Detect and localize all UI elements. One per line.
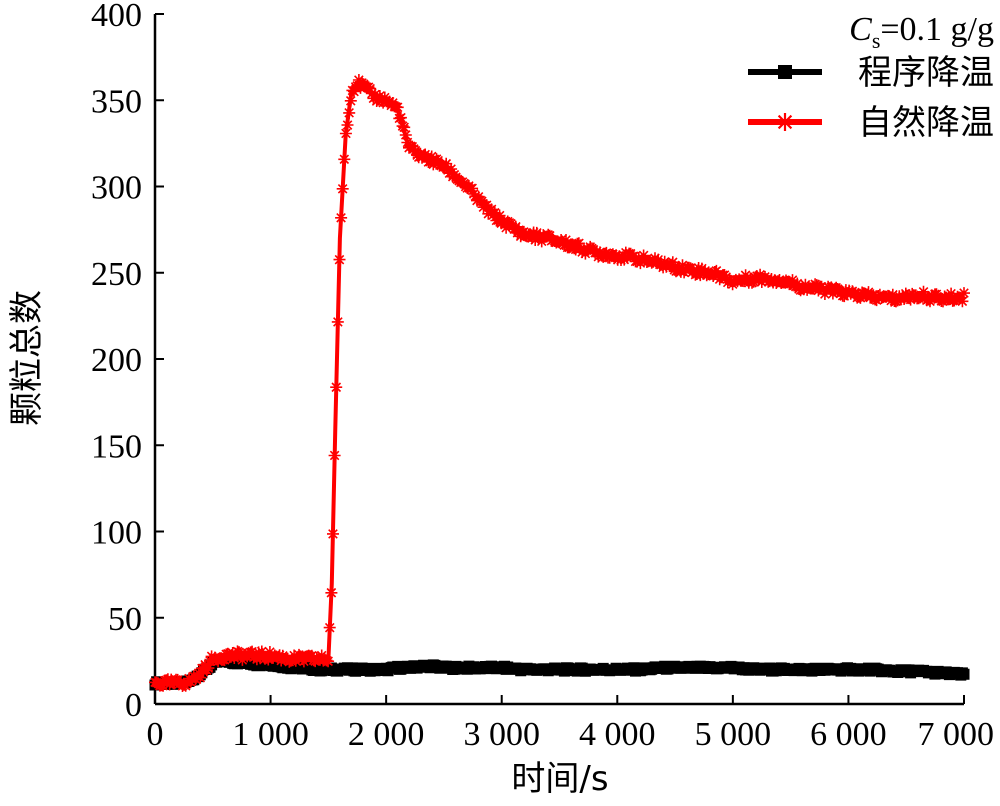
series-layer [149, 74, 970, 692]
concentration-annotation: Cs=0.1 g/g [849, 11, 994, 53]
series-marker [149, 74, 970, 692]
y-tick-label: 200 [91, 342, 142, 379]
x-tick-label: 6 000 [810, 716, 887, 753]
legend-square-icon [778, 65, 792, 79]
annotation-subscript: s [872, 28, 881, 53]
annotation-text: =0.1 g/g [880, 11, 994, 48]
y-tick-label: 50 [108, 601, 142, 638]
y-tick-label: 300 [91, 170, 142, 207]
legend-item-natural-cooling: 自然降温 [748, 103, 994, 143]
x-tick-label: 2 000 [348, 716, 425, 753]
series-markers [149, 74, 970, 692]
x-tick-label: 7 000 [918, 716, 995, 753]
y-tick-label: 150 [91, 428, 142, 465]
series-natural-cooling [149, 74, 970, 692]
y-tick-label: 0 [125, 687, 142, 724]
legend-label: 自然降温 [858, 103, 994, 143]
y-tick-label: 250 [91, 256, 142, 293]
series-line [155, 80, 965, 686]
series-markers [149, 653, 970, 691]
legend-label: 程序降温 [858, 53, 994, 93]
x-tick-label: 4 000 [579, 716, 656, 753]
x-tick-label: 0 [147, 716, 164, 753]
y-tick-label: 400 [91, 0, 142, 34]
y-axis-label: 颗粒总数 [7, 290, 47, 426]
x-tick-label: 5 000 [695, 716, 772, 753]
y-tick-label: 100 [91, 515, 142, 552]
series-marker [149, 653, 970, 691]
axis-ticks: 0 1 000 2 000 3 000 4 000 5 000 6 000 7 000 0 50 1… [91, 0, 994, 753]
y-tick-label: 350 [91, 83, 142, 120]
legend-star-icon [776, 113, 794, 131]
plot-frame [153, 14, 964, 706]
x-axis-label: 时间/s [511, 759, 608, 799]
x-tick-label: 1 000 [232, 716, 309, 753]
annotation-symbol: C [849, 11, 872, 48]
legend-item-programmed-cooling: 程序降温 [748, 53, 994, 93]
x-tick-label: 3 000 [463, 716, 540, 753]
